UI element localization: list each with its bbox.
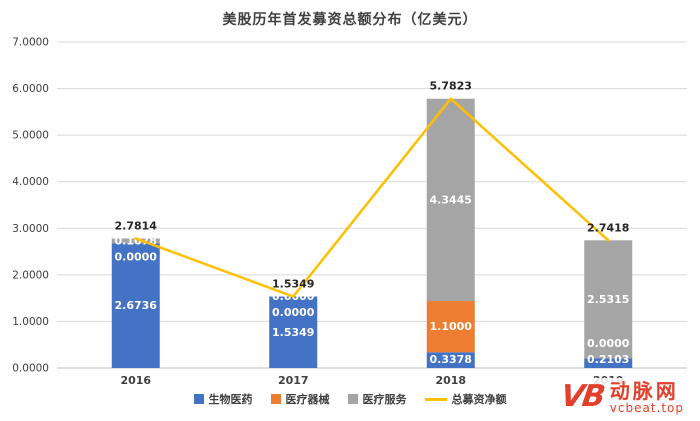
line-total-net: [134, 97, 610, 298]
bar-segment-biopharma-2019: [584, 358, 633, 368]
legend: 生物医药 医疗器械 医疗服务 总募资净额: [0, 391, 700, 407]
bar-segment-devices-2018: [426, 301, 475, 353]
line-value-label-2018: 5.7823: [430, 80, 472, 93]
bar-value-label-services-2018: 4.3445: [430, 193, 472, 206]
bar-value-label-devices-2017: 0.0000: [272, 306, 315, 319]
bar-value-label-devices-2018: 1.1000: [430, 320, 473, 333]
x-axis-labels: 2016201720182019: [120, 374, 623, 387]
y-tick-label: 4.0000: [12, 176, 49, 188]
vcbeat-logo-icon: VB: [558, 379, 606, 415]
bar-segment-services-2016: [111, 238, 160, 244]
gridlines: [57, 41, 687, 369]
y-tick-label: 6.0000: [12, 83, 49, 95]
bar-value-label-biopharma-2017: 1.5349: [272, 326, 314, 339]
y-tick-label: 0.0000: [12, 363, 49, 375]
legend-line-swatch-total-net: [424, 397, 447, 401]
bar-value-label-services-2016: 0.1078: [115, 234, 157, 247]
bar-segment-biopharma-2017: [269, 296, 318, 368]
legend-label-total-net: 总募资净额: [451, 393, 507, 406]
bar-value-label-devices-2019: 0.0000: [587, 337, 630, 350]
y-tick-label: 1.0000: [12, 316, 49, 328]
bar-value-labels: 0.1078 0.0000 2.6736 0.0000 0.0000 1.5349 4.34…: [115, 193, 630, 366]
bar-value-label-services-2019: 2.5315: [587, 293, 629, 306]
line-value-labels: 2.7814 1.5349 5.7823 2.7418: [115, 80, 630, 291]
line-value-label-2016: 2.7814: [115, 219, 158, 232]
bar-segment-biopharma-2018: [426, 352, 475, 368]
y-tick-label: 5.0000: [12, 130, 49, 142]
bars: [111, 98, 633, 368]
watermark: VB 动脉网 vcbeat.top: [556, 377, 688, 417]
y-tick-label: 2.0000: [12, 269, 49, 281]
line-value-label-2019: 2.7418: [587, 221, 629, 234]
y-tick-label: 3.0000: [12, 223, 49, 235]
bar-segment-biopharma-2016: [111, 243, 160, 368]
y-axis-labels: 0.0000 1.0000 2.0000 3.0000 4.0000 5.0000 6.00…: [12, 37, 49, 375]
watermark-url: vcbeat.top: [609, 400, 684, 415]
x-axis-label-2017: 2017: [278, 374, 309, 387]
bar-value-label-biopharma-2018: 0.3378: [430, 353, 472, 366]
chart-title: 美股历年首发募资总额分布（亿美元）: [222, 12, 478, 28]
watermark-text: 动脉网 vcbeat.top: [610, 380, 684, 415]
bar-value-label-devices-2016: 0.0000: [115, 250, 158, 263]
legend-item-devices: 医疗器械: [270, 391, 330, 407]
x-axis-label-2018: 2018: [435, 374, 466, 387]
legend-item-total-net: 总募资净额: [424, 391, 507, 407]
bar-value-label-biopharma-2019: 0.2103: [587, 353, 629, 366]
legend-swatch-services: [347, 394, 358, 404]
bar-segment-services-2019: [584, 240, 633, 359]
line-value-label-2017: 1.5349: [272, 278, 314, 291]
watermark-brand: 动脉网: [609, 378, 679, 403]
legend-label-services: 医疗服务: [362, 393, 407, 406]
bar-segment-services-2018: [426, 98, 475, 302]
legend-swatch-devices: [270, 394, 281, 404]
legend-label-biopharma: 生物医药: [208, 393, 253, 406]
legend-item-services: 医疗服务: [347, 391, 407, 407]
bar-value-label-biopharma-2016: 2.6736: [115, 299, 158, 312]
legend-label-devices: 医疗器械: [285, 393, 330, 406]
legend-item-biopharma: 生物医药: [193, 391, 253, 407]
y-tick-label: 7.0000: [12, 37, 49, 49]
x-axis-label-2016: 2016: [120, 374, 151, 387]
legend-swatch-biopharma: [193, 394, 204, 404]
